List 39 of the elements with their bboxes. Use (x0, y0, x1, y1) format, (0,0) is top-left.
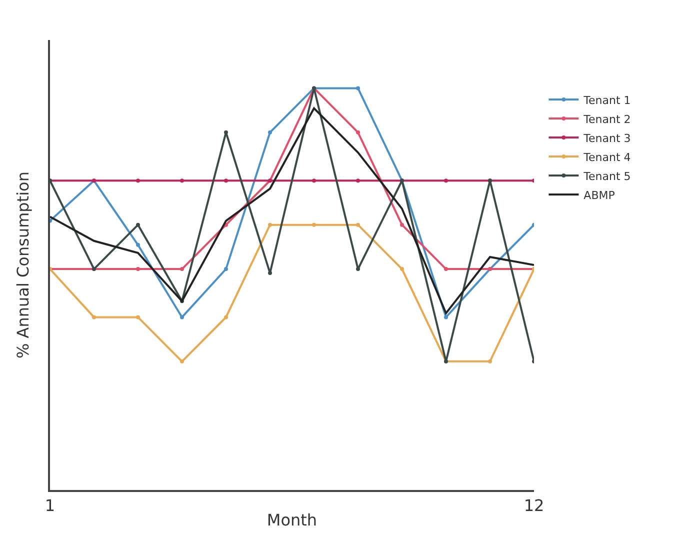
point (224, 315, 228, 320)
point (268, 271, 272, 276)
legend-label: Tenant 2 (582, 112, 631, 126)
point (268, 222, 272, 227)
point (180, 315, 184, 320)
point (180, 359, 184, 364)
point (224, 267, 228, 272)
point (356, 130, 360, 134)
point (312, 178, 316, 183)
point (356, 267, 360, 272)
y-axis-title: % Annual Consumption (13, 172, 32, 358)
point (356, 86, 360, 90)
legend-label: Tenant 1 (582, 94, 631, 107)
legend-label: ABMP (584, 188, 616, 202)
point (356, 222, 360, 227)
point (180, 267, 184, 272)
point (136, 315, 140, 320)
point (312, 222, 316, 227)
x-tick-label: 12 (524, 496, 544, 516)
point (444, 267, 448, 272)
point (180, 178, 184, 183)
point (224, 178, 228, 183)
point (136, 222, 140, 227)
point (92, 315, 96, 320)
point (444, 315, 448, 320)
x-axis-title: Month (266, 510, 318, 530)
point (444, 178, 448, 183)
point (136, 178, 140, 183)
point (488, 359, 492, 364)
point (400, 222, 404, 227)
x-tick-label: 1 (44, 496, 56, 516)
point (400, 267, 404, 272)
point (136, 242, 140, 247)
point (224, 130, 228, 134)
legend-label: Tenant 4 (582, 150, 631, 164)
point (268, 130, 272, 134)
legend-label: Tenant 5 (582, 170, 631, 183)
legend-label: Tenant 3 (582, 132, 631, 145)
point (356, 178, 360, 183)
